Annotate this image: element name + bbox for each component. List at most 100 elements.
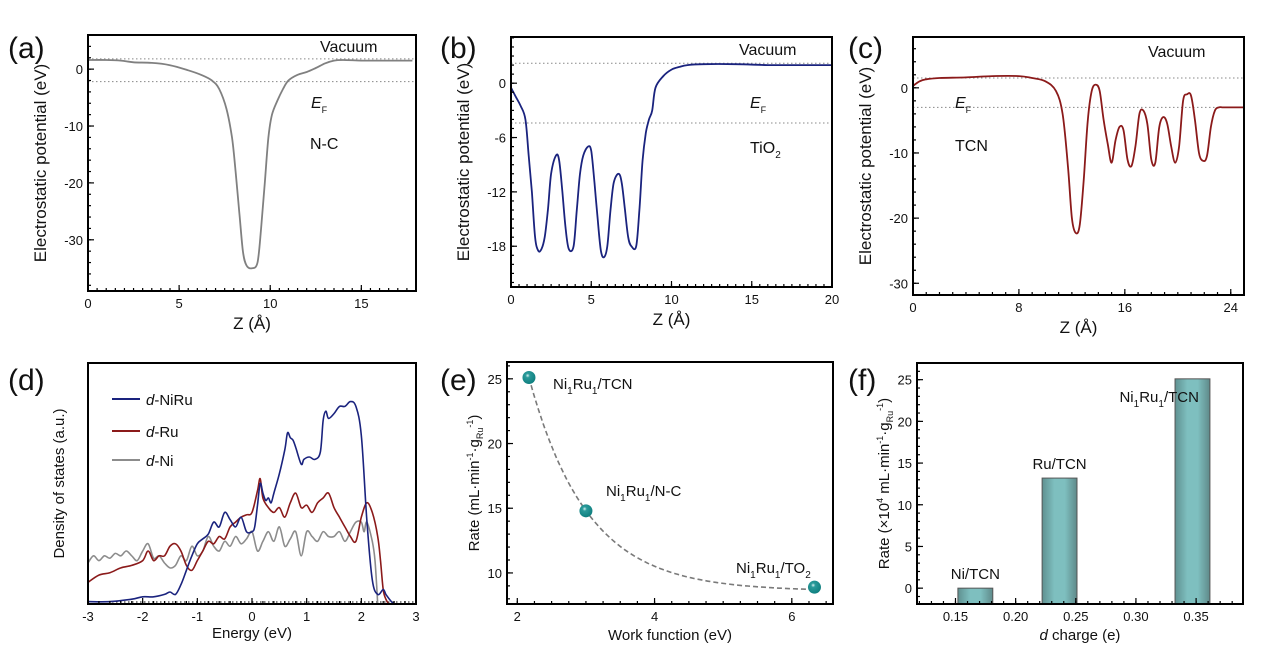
fermi-level-label: EF xyxy=(311,95,328,115)
plot-frame xyxy=(912,36,1245,296)
legend-item: d-NiRu xyxy=(112,392,193,409)
panel-e: Ni1Ru1/TCN Ni1Ru1/N-C Ni1Ru1/TO2 2 4 6 10 15 20 2… xyxy=(440,361,834,644)
x-tick-label: 0.35 xyxy=(1183,609,1208,624)
legend-label: d-NiRu xyxy=(146,392,193,409)
panel-f: Ni/TCN Ru/TCN Ni1Ru1/TCN 0.15 0.20 0.25 0.30 0.… xyxy=(848,362,1244,644)
y-tick-label: 0 xyxy=(905,581,912,596)
y-tick-label: 10 xyxy=(898,498,912,513)
bar-label: Ni1Ru1/TCN xyxy=(1119,389,1198,410)
panel-label: (e) xyxy=(440,364,477,397)
y-axis-title: Rate (×104 mL·min-1·gRu-1) xyxy=(875,398,895,569)
x-axis-title: Work function (eV) xyxy=(608,627,732,644)
potential-curve xyxy=(912,75,1244,235)
panel-b: 0 5 10 15 20 0 -6 -12 -18 (b) Z (Å) Electrostatic p… xyxy=(440,32,839,329)
dos-curve-d-NiRu xyxy=(87,400,395,605)
y-tick-label: -30 xyxy=(889,276,908,291)
x-tick-label: 0 xyxy=(507,292,514,307)
vacuum-label: Vacuum xyxy=(320,39,378,56)
y-axis-title: Electrostatic potential (eV) xyxy=(856,67,875,265)
x-tick-label: 4 xyxy=(651,609,658,624)
material-label: TiO2 xyxy=(750,140,781,161)
plot-frame xyxy=(916,362,1244,605)
potential-curve xyxy=(510,63,832,259)
point-label: Ni1Ru1/N-C xyxy=(606,483,681,504)
material-label: TCN xyxy=(955,138,988,155)
x-tick-label: -1 xyxy=(192,609,204,624)
fit-curve xyxy=(528,377,815,591)
point-label: Ni1Ru1/TCN xyxy=(553,376,632,397)
y-tick-label: -12 xyxy=(487,185,506,200)
x-tick-label: 0 xyxy=(248,609,255,624)
y-tick-label: 0 xyxy=(901,81,908,96)
bar-label: Ni/TCN xyxy=(951,566,1000,583)
y-tick-label: -10 xyxy=(64,119,83,134)
y-axis-title: Electrostatic potential (eV) xyxy=(454,63,473,261)
x-tick-label: 20 xyxy=(825,292,839,307)
legend-label: d-Ru xyxy=(146,424,179,441)
y-tick-label: -20 xyxy=(889,211,908,226)
x-tick-label: 15 xyxy=(745,292,759,307)
panel-label: (b) xyxy=(440,32,477,65)
bar-Ni1Ru1/TCN xyxy=(1174,378,1211,605)
y-tick-label: 25 xyxy=(898,373,912,388)
plot-frame xyxy=(506,361,834,605)
x-tick-label: 1 xyxy=(303,609,310,624)
x-tick-label: 15 xyxy=(354,296,368,311)
x-tick-label: 3 xyxy=(412,609,419,624)
y-tick-label: 0 xyxy=(499,76,506,91)
legend-label: d-Ni xyxy=(146,453,174,470)
y-tick-label: 15 xyxy=(898,456,912,471)
x-tick-label: 5 xyxy=(175,296,182,311)
x-tick-label: 0 xyxy=(909,300,916,315)
bar-Ni/TCN xyxy=(957,587,994,605)
x-tick-label: 10 xyxy=(664,292,678,307)
bar-label: Ru/TCN xyxy=(1032,456,1086,473)
plot-frame xyxy=(87,34,417,292)
x-tick-label: 0.15 xyxy=(943,609,968,624)
y-tick-label: 10 xyxy=(488,566,502,581)
potential-curve xyxy=(87,59,413,270)
x-tick-label: 0.25 xyxy=(1063,609,1088,624)
x-axis-title: Z (Å) xyxy=(233,314,271,333)
panel-a: 0 5 10 15 0 -10 -20 -30 (a) Z (Å) Electrostatic po… xyxy=(8,32,417,333)
panel-label: (d) xyxy=(8,364,45,397)
fermi-level-label: EF xyxy=(750,95,767,115)
legend-item: d-Ru xyxy=(112,424,179,441)
plot-frame xyxy=(87,362,417,605)
y-tick-label: -10 xyxy=(889,146,908,161)
y-axis-title: Density of states (a.u.) xyxy=(51,408,68,558)
panel-label: (f) xyxy=(848,364,876,397)
y-tick-label: -18 xyxy=(487,239,506,254)
legend-item: d-Ni xyxy=(112,453,174,470)
fermi-level-label: EF xyxy=(955,95,972,115)
x-tick-label: 0.20 xyxy=(1003,609,1028,624)
dos-curve-d-Ru xyxy=(87,477,390,605)
x-axis-title: Z (Å) xyxy=(1060,318,1098,337)
x-axis-title: Z (Å) xyxy=(653,310,691,329)
y-tick-label: -6 xyxy=(494,131,506,146)
dos-curve-d-Ni xyxy=(87,520,379,605)
data-point xyxy=(579,504,593,518)
legend: d-NiRu d-Ru d-Ni xyxy=(112,392,193,470)
x-tick-label: 10 xyxy=(263,296,277,311)
x-tick-label: -2 xyxy=(137,609,149,624)
x-tick-label: 2 xyxy=(514,609,521,624)
y-axis-title: Electrostatic potential (eV) xyxy=(31,64,50,262)
x-tick-label: -3 xyxy=(82,609,94,624)
data-point xyxy=(522,371,536,385)
y-tick-label: 15 xyxy=(488,501,502,516)
plot-frame xyxy=(510,36,833,288)
x-tick-label: 2 xyxy=(358,609,365,624)
point-label: Ni1Ru1/TO2 xyxy=(736,560,811,581)
y-tick-label: 0 xyxy=(76,62,83,77)
panel-d: -3 -2 -1 0 1 2 3 (d) Energy (eV) Density of state… xyxy=(8,362,420,642)
y-tick-label: -30 xyxy=(64,233,83,248)
x-tick-label: 6 xyxy=(788,609,795,624)
x-tick-label: 5 xyxy=(588,292,595,307)
x-tick-label: 16 xyxy=(1118,300,1132,315)
y-tick-label: -20 xyxy=(64,176,83,191)
x-tick-label: 0.30 xyxy=(1123,609,1148,624)
x-tick-label: 0 xyxy=(84,296,91,311)
x-tick-label: 24 xyxy=(1224,300,1238,315)
y-tick-label: 20 xyxy=(898,414,912,429)
